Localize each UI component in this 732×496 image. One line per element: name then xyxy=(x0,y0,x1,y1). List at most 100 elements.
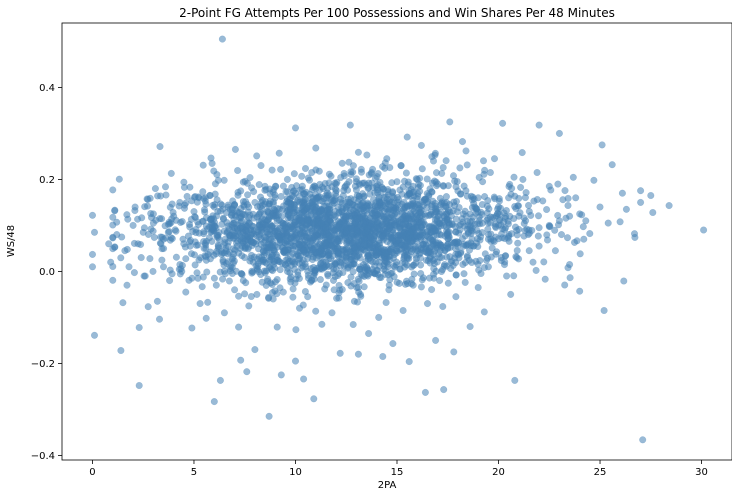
scatter-point xyxy=(566,274,574,282)
scatter-point xyxy=(468,258,476,267)
scatter-point xyxy=(202,314,210,322)
scatter-point xyxy=(535,224,543,232)
scatter-point xyxy=(344,279,352,287)
scatter-point xyxy=(647,191,655,200)
scatter-point xyxy=(180,240,188,248)
scatter-point xyxy=(272,211,280,219)
scatter-point xyxy=(590,176,598,184)
scatter-point xyxy=(129,221,137,229)
scatter-point xyxy=(475,173,483,181)
x-tick-label: 0 xyxy=(89,467,95,478)
scatter-point xyxy=(237,356,245,364)
scatter-point xyxy=(268,222,276,231)
scatter-point xyxy=(190,251,199,259)
scatter-point xyxy=(117,346,125,355)
scatter-point xyxy=(452,293,460,301)
scatter-point xyxy=(310,233,318,241)
scatter-point xyxy=(513,254,521,262)
scatter-point xyxy=(386,276,394,284)
scatter-point xyxy=(111,206,119,214)
scatter-point xyxy=(488,244,496,252)
scatter-point xyxy=(527,211,535,219)
scatter-point xyxy=(517,183,525,191)
scatter-point xyxy=(649,208,657,217)
scatter-point xyxy=(336,258,344,266)
scatter-point xyxy=(444,206,453,214)
scatter-point xyxy=(371,174,379,182)
scatter-point xyxy=(431,151,439,159)
scatter-point xyxy=(379,232,387,240)
scatter-point xyxy=(139,228,147,236)
scatter-point xyxy=(393,178,401,186)
scatter-point xyxy=(225,277,233,285)
scatter-point xyxy=(444,244,452,252)
scatter-point xyxy=(158,215,166,223)
scatter-point xyxy=(371,205,379,213)
scatter-point xyxy=(401,280,409,288)
scatter-point xyxy=(245,302,253,310)
scatter-point xyxy=(296,252,304,260)
scatter-point xyxy=(377,204,386,212)
scatter-point xyxy=(340,186,348,195)
x-tick-label: 20 xyxy=(492,467,505,478)
scatter-point xyxy=(277,237,285,245)
scatter-point xyxy=(436,277,444,285)
scatter-point xyxy=(332,221,340,229)
scatter-point xyxy=(250,253,258,261)
scatter-point xyxy=(271,194,279,202)
scatter-point xyxy=(481,166,489,174)
scatter-point xyxy=(307,198,316,206)
scatter-point xyxy=(300,375,308,383)
scatter-point xyxy=(481,193,489,201)
scatter-point xyxy=(250,188,258,196)
scatter-point xyxy=(352,178,360,186)
scatter-point xyxy=(191,261,199,269)
scatter-point xyxy=(505,231,513,239)
scatter-point xyxy=(305,176,314,184)
scatter-point xyxy=(473,205,481,213)
scatter-point xyxy=(392,204,400,212)
scatter-point xyxy=(231,201,239,209)
scatter-point xyxy=(409,281,417,289)
scatter-point xyxy=(144,195,152,203)
scatter-point xyxy=(355,195,363,203)
scatter-point xyxy=(545,221,553,229)
scatter-point xyxy=(156,143,164,151)
scatter-point xyxy=(261,269,269,277)
scatter-point xyxy=(566,260,574,269)
scatter-point xyxy=(318,265,326,273)
scatter-point xyxy=(143,202,152,210)
scatter-point xyxy=(440,262,448,270)
scatter-point xyxy=(569,173,577,181)
scatter-point xyxy=(484,219,492,227)
scatter-point xyxy=(341,222,349,230)
scatter-point xyxy=(268,267,277,275)
scatter-point xyxy=(395,224,403,232)
scatter-point xyxy=(307,277,316,285)
scatter-point xyxy=(218,201,226,209)
scatter-point xyxy=(413,238,421,246)
scatter-point xyxy=(521,194,529,202)
x-tick-label: 25 xyxy=(594,467,607,478)
scatter-point xyxy=(397,216,405,224)
scatter-point xyxy=(598,141,606,149)
scatter-point xyxy=(494,210,502,218)
scatter-point xyxy=(192,241,200,249)
scatter-point xyxy=(235,292,243,300)
scatter-point xyxy=(388,248,396,256)
scatter-point xyxy=(297,216,305,224)
scatter-point xyxy=(188,324,196,332)
scatter-point xyxy=(199,188,207,196)
scatter-point xyxy=(510,272,518,280)
scatter-point xyxy=(347,195,355,203)
scatter-point xyxy=(484,263,492,271)
scatter-point xyxy=(622,205,630,213)
scatter-point xyxy=(345,212,353,220)
scatter-point xyxy=(379,212,387,220)
scatter-point xyxy=(442,157,450,165)
scatter-point xyxy=(480,308,488,316)
scatter-point xyxy=(255,268,263,276)
scatter-point xyxy=(137,254,145,262)
scatter-point xyxy=(360,283,368,291)
scatter-point xyxy=(586,230,594,238)
